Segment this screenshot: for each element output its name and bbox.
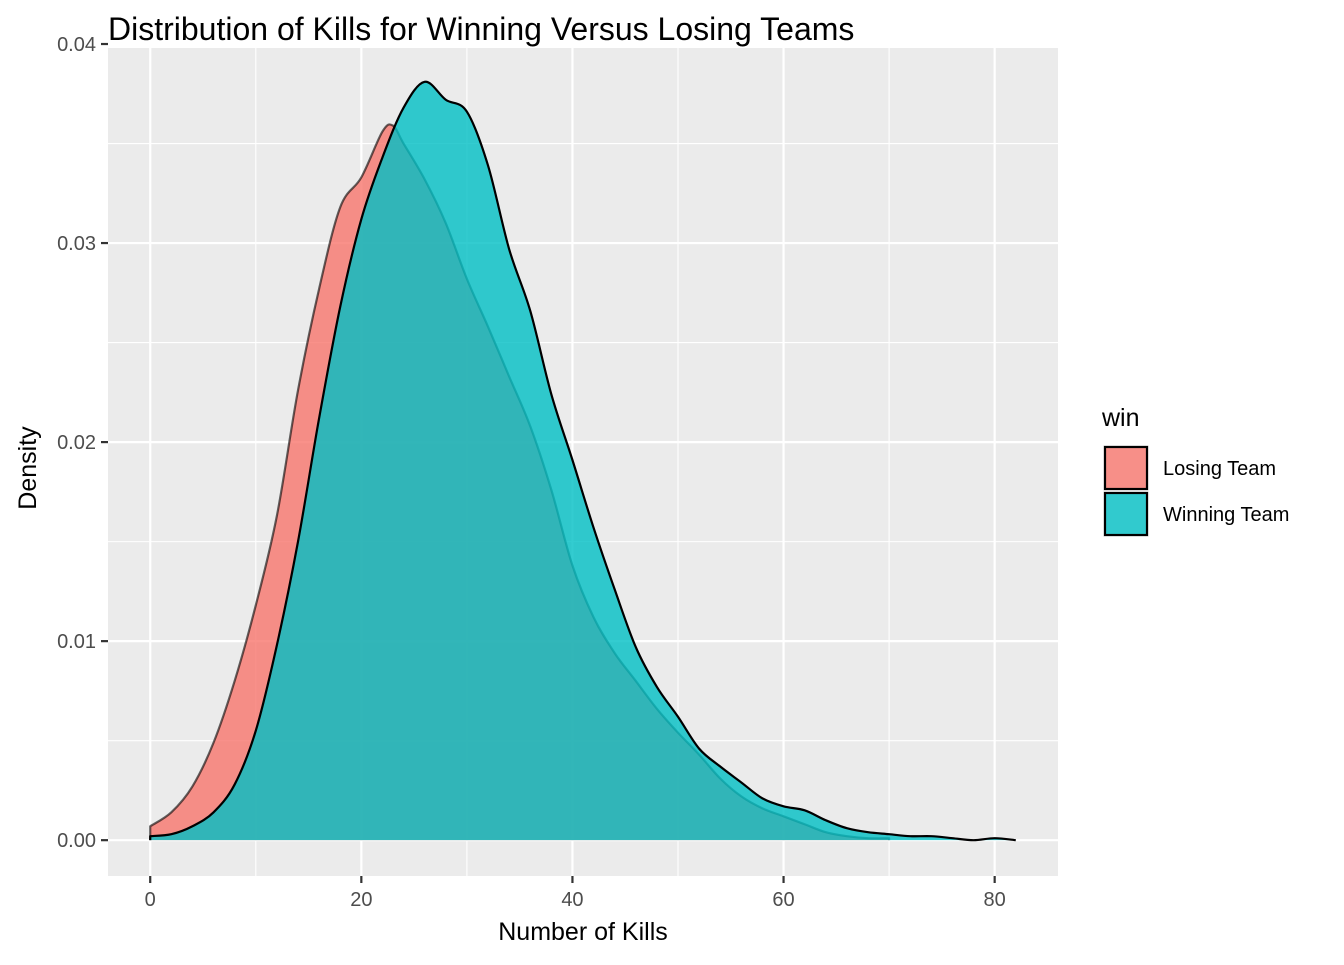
density-area-winning-team: [150, 81, 1016, 841]
density-outline-winning-team: [149, 80, 1016, 842]
y-tick-label: 0.02: [57, 432, 96, 454]
density-areas: [149, 80, 1016, 842]
legend-label-winning-team: Winning Team: [1163, 504, 1289, 526]
legend-key-losing-team: [1103, 445, 1149, 491]
y-tick-label: 0.04: [57, 34, 96, 56]
y-tick-label: 0.00: [57, 830, 96, 852]
legend-label-losing-team: Losing Team: [1163, 458, 1276, 480]
y-tick-label: 0.03: [57, 233, 96, 255]
legend: win Losing Team Winning Team: [1101, 404, 1289, 537]
y-tick-label: 0.01: [57, 631, 96, 653]
x-tick-label: 0: [145, 889, 156, 911]
legend-title: win: [1101, 404, 1140, 432]
x-tick-label: 20: [350, 889, 372, 911]
chart-title: Distribution of Kills for Winning Versus…: [108, 11, 854, 47]
legend-key-winning-team: [1103, 491, 1149, 537]
x-axis: 0 20 40 60 80: [145, 876, 1006, 911]
x-axis-title: Number of Kills: [498, 918, 668, 946]
x-tick-label: 80: [984, 889, 1006, 911]
y-axis-title: Density: [14, 426, 42, 510]
x-tick-label: 60: [772, 889, 794, 911]
y-axis: 0.00 0.01 0.02 0.03 0.04: [57, 34, 108, 852]
x-tick-label: 40: [561, 889, 583, 911]
